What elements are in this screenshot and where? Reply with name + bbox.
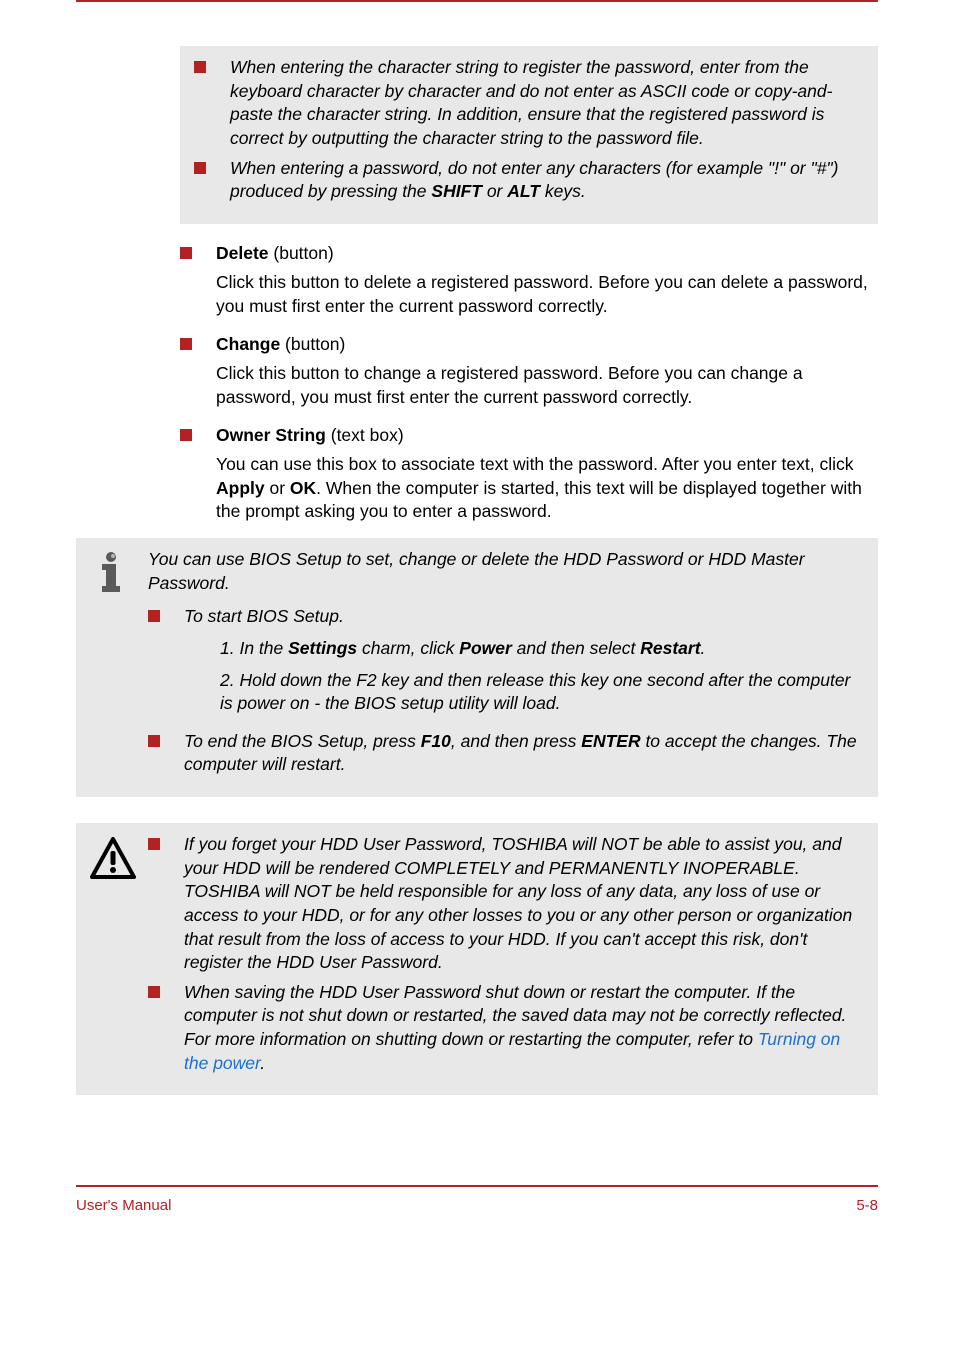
- text-fragment: .: [260, 1053, 265, 1073]
- bios-start: To start BIOS Setup.: [184, 605, 864, 629]
- enter-key: ENTER: [581, 731, 640, 751]
- power-label: Power: [459, 638, 512, 658]
- text-fragment: .: [701, 638, 706, 658]
- delete-suffix: (button): [269, 243, 334, 263]
- text-fragment: You can use this box to associate text w…: [216, 454, 853, 474]
- change-heading: Change (button): [216, 333, 345, 357]
- ok-label: OK: [290, 478, 316, 498]
- bullet-icon: [148, 838, 160, 850]
- text-fragment: 1. In the: [220, 638, 288, 658]
- delete-label: Delete: [216, 243, 269, 263]
- bullet-icon: [148, 610, 160, 622]
- text-fragment: , and then press: [451, 731, 581, 751]
- bios-end: To end the BIOS Setup, press F10, and th…: [184, 730, 864, 777]
- settings-label: Settings: [288, 638, 357, 658]
- bullet-icon: [148, 986, 160, 998]
- text-fragment: To end the BIOS Setup, press: [184, 731, 421, 751]
- note-box-warning: If you forget your HDD User Password, TO…: [76, 823, 878, 1095]
- change-label: Change: [216, 334, 280, 354]
- key-shift: SHIFT: [431, 181, 482, 201]
- text-fragment: and then select: [512, 638, 640, 658]
- bullet-icon: [180, 338, 192, 350]
- owner-desc: You can use this box to associate text w…: [216, 453, 878, 524]
- bullet-icon: [180, 247, 192, 259]
- text-fragment: keys.: [540, 181, 586, 201]
- bios-step2: 2. Hold down the F2 key and then release…: [220, 669, 864, 716]
- f10-key: F10: [421, 731, 451, 751]
- warning-icon: [90, 833, 136, 879]
- change-desc: Click this button to change a registered…: [216, 362, 878, 409]
- bios-step1: 1. In the Settings charm, click Power an…: [220, 637, 864, 661]
- restart-label: Restart: [640, 638, 700, 658]
- footer-right: 5-8: [856, 1197, 878, 1214]
- owner-heading: Owner String (text box): [216, 424, 404, 448]
- delete-desc: Click this button to delete a registered…: [216, 271, 878, 318]
- note-text: When entering the character string to re…: [230, 56, 864, 151]
- owner-label: Owner String: [216, 425, 326, 445]
- text-fragment: or: [265, 478, 290, 498]
- bios-intro: You can use BIOS Setup to set, change or…: [148, 548, 864, 595]
- warning-text-1: If you forget your HDD User Password, TO…: [184, 833, 864, 975]
- bullet-icon: [180, 429, 192, 441]
- bullet-icon: [194, 162, 206, 174]
- note-box-password-entry: When entering the character string to re…: [180, 46, 878, 224]
- text-fragment: or: [482, 181, 507, 201]
- info-icon: [90, 548, 136, 594]
- bullet-icon: [194, 61, 206, 73]
- top-rule: [76, 0, 878, 2]
- warning-text-2: When saving the HDD User Password shut d…: [184, 981, 864, 1076]
- change-suffix: (button): [280, 334, 345, 354]
- footer-left: User's Manual: [76, 1197, 171, 1214]
- text-fragment: charm, click: [357, 638, 459, 658]
- key-alt: ALT: [507, 181, 540, 201]
- note-box-bios: You can use BIOS Setup to set, change or…: [76, 538, 878, 797]
- note-text: When entering a password, do not enter a…: [230, 157, 864, 204]
- owner-suffix: (text box): [326, 425, 404, 445]
- page-footer: User's Manual 5-8: [76, 1185, 878, 1214]
- bullet-icon: [148, 735, 160, 747]
- apply-label: Apply: [216, 478, 265, 498]
- text-fragment: When saving the HDD User Password shut d…: [184, 982, 846, 1049]
- delete-heading: Delete (button): [216, 242, 334, 266]
